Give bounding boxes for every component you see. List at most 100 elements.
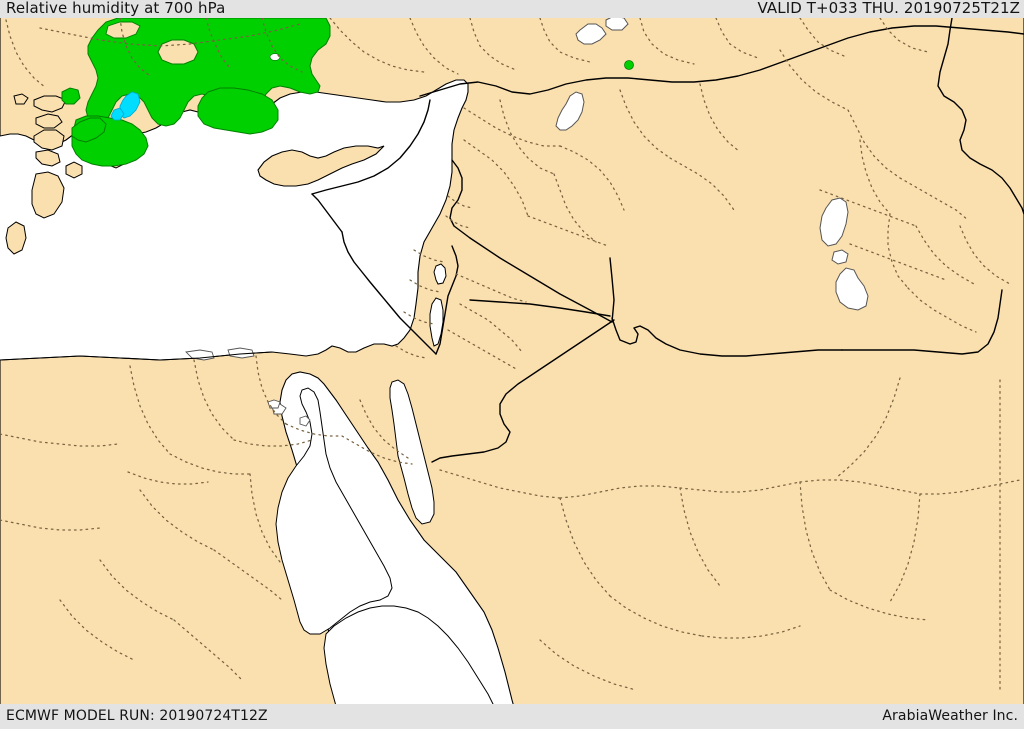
admin-saudi-10 <box>889 493 921 603</box>
admin-egypt-3 <box>193 359 235 441</box>
border-israel-jordan <box>435 245 459 355</box>
credit-label: ArabiaWeather Inc. <box>882 708 1018 724</box>
admin-egypt-5 <box>255 355 287 425</box>
humidity-dry-hole-small <box>269 53 281 61</box>
admin-turkey-5 <box>329 17 425 73</box>
admin-jordan-3 <box>447 329 519 371</box>
admin-egypt-4 <box>233 439 313 447</box>
admin-saudi-8 <box>799 481 831 591</box>
land-aegean-island-karpathos <box>35 149 61 167</box>
humidity-cyan-core <box>119 91 141 119</box>
admin-sinai-1 <box>341 435 413 465</box>
humidity-green-isolated-dot <box>624 60 634 70</box>
land-cyprus <box>257 145 385 187</box>
valid-time-label: VALID T+033 THU. 20190725T21Z <box>757 0 1020 17</box>
admin-syria-5 <box>463 139 529 217</box>
admin-turkey-8 <box>539 17 591 63</box>
admin-israel-3 <box>403 311 435 325</box>
humidity-fill-group <box>61 17 634 167</box>
border-syria-jordan <box>469 299 611 317</box>
admin-iraq-6 <box>915 225 975 285</box>
admin-turkey-12 <box>879 17 929 53</box>
admin-turkey-2 <box>119 17 151 77</box>
water-lake-tharthar <box>819 197 849 247</box>
water-gulf-of-aqaba <box>389 379 435 525</box>
admin-syria-8 <box>699 83 741 153</box>
coastline-med-egypt <box>0 351 273 361</box>
land-aegean-island-rhodes <box>33 129 65 151</box>
national-borders-group <box>311 17 1024 463</box>
humidity-green-east-lobe <box>197 87 279 135</box>
humidity-cyan-core-2 <box>110 107 125 121</box>
admin-saudi-6 <box>559 497 611 597</box>
landmass-group <box>0 13 1024 729</box>
admin-borders-group <box>0 17 1021 693</box>
humidity-dry-hole <box>157 39 199 65</box>
admin-turkey-10 <box>715 17 759 59</box>
border-syria-lebanon <box>449 159 471 239</box>
border-jordan-saudi-sw <box>431 319 615 463</box>
water-red-sea <box>323 605 505 729</box>
admin-iraq-8 <box>849 243 947 281</box>
border-turkey-syria <box>419 25 1024 97</box>
admin-iraq-5 <box>859 139 891 215</box>
admin-saudi-7 <box>679 487 721 587</box>
admin-saudi-3 <box>679 481 801 493</box>
admin-turkey-9 <box>639 17 695 65</box>
admin-egypt-16 <box>5 19 47 89</box>
admin-lebanon-1 <box>447 195 473 209</box>
water-dead-sea <box>429 297 444 347</box>
border-israel-egypt <box>341 231 437 355</box>
admin-turkey-6 <box>409 17 459 75</box>
admin-egypt-13 <box>59 599 135 661</box>
water-bitter-lakes <box>299 415 311 427</box>
coastline-group <box>0 351 273 361</box>
admin-israel-4 <box>395 345 427 359</box>
admin-egypt-11 <box>99 559 175 621</box>
land-aegean-island-tiny-5 <box>65 161 83 179</box>
water-razzaza-lake <box>835 267 869 311</box>
border-syria-iraq <box>469 237 615 323</box>
admin-turkey-7 <box>469 17 517 71</box>
footer-bar: ECMWF MODEL RUN: 20190724T12Z ArabiaWeat… <box>0 704 1024 729</box>
water-lake-manzala <box>267 399 281 409</box>
water-lake-assad <box>555 91 585 131</box>
admin-lebanon-2 <box>445 215 471 229</box>
admin-jordan-1 <box>455 273 527 303</box>
humidity-green-coastal-patch <box>61 87 81 105</box>
admin-turkey-1 <box>39 23 301 47</box>
admin-egypt-6 <box>285 423 343 437</box>
admin-israel-2 <box>409 279 441 293</box>
land-aegean-island-large <box>33 95 67 113</box>
admin-saudi-13 <box>539 639 637 691</box>
border-egypt-sinai-coast <box>311 193 343 233</box>
admin-syria-2 <box>499 99 555 175</box>
admin-turkey-11 <box>799 17 845 57</box>
humidity-land-window <box>105 21 141 39</box>
land-aegean-island-mid <box>35 113 63 129</box>
land-main <box>0 13 1024 729</box>
admin-israel-1 <box>413 249 445 263</box>
admin-saudi-15 <box>829 589 929 621</box>
admin-iraq-1 <box>779 49 849 111</box>
admin-sinai-2 <box>359 399 409 459</box>
page-title: Relative humidity at 700 hPa <box>6 0 226 17</box>
land-aegean-island-tiny-2 <box>5 221 27 255</box>
land-aegean-island-tiny-1 <box>13 93 29 105</box>
admin-syria-1 <box>463 107 561 147</box>
admin-syria-4 <box>553 173 597 243</box>
humidity-green-aegean-arm <box>71 117 107 143</box>
border-jordan-iraq-saudi <box>611 317 843 357</box>
admin-syria-6 <box>527 215 609 247</box>
admin-syria-9 <box>669 157 735 211</box>
admin-egypt-2 <box>169 453 251 475</box>
admin-syria-3 <box>559 145 625 211</box>
header-bar: Relative humidity at 700 hPa VALID T+033… <box>0 0 1024 18</box>
admin-saudi-4 <box>799 479 921 495</box>
admin-iraq-10 <box>959 225 1011 285</box>
admin-iraq-4 <box>819 189 917 227</box>
admin-egypt-9 <box>139 489 215 551</box>
admin-iraq-3 <box>899 177 969 221</box>
